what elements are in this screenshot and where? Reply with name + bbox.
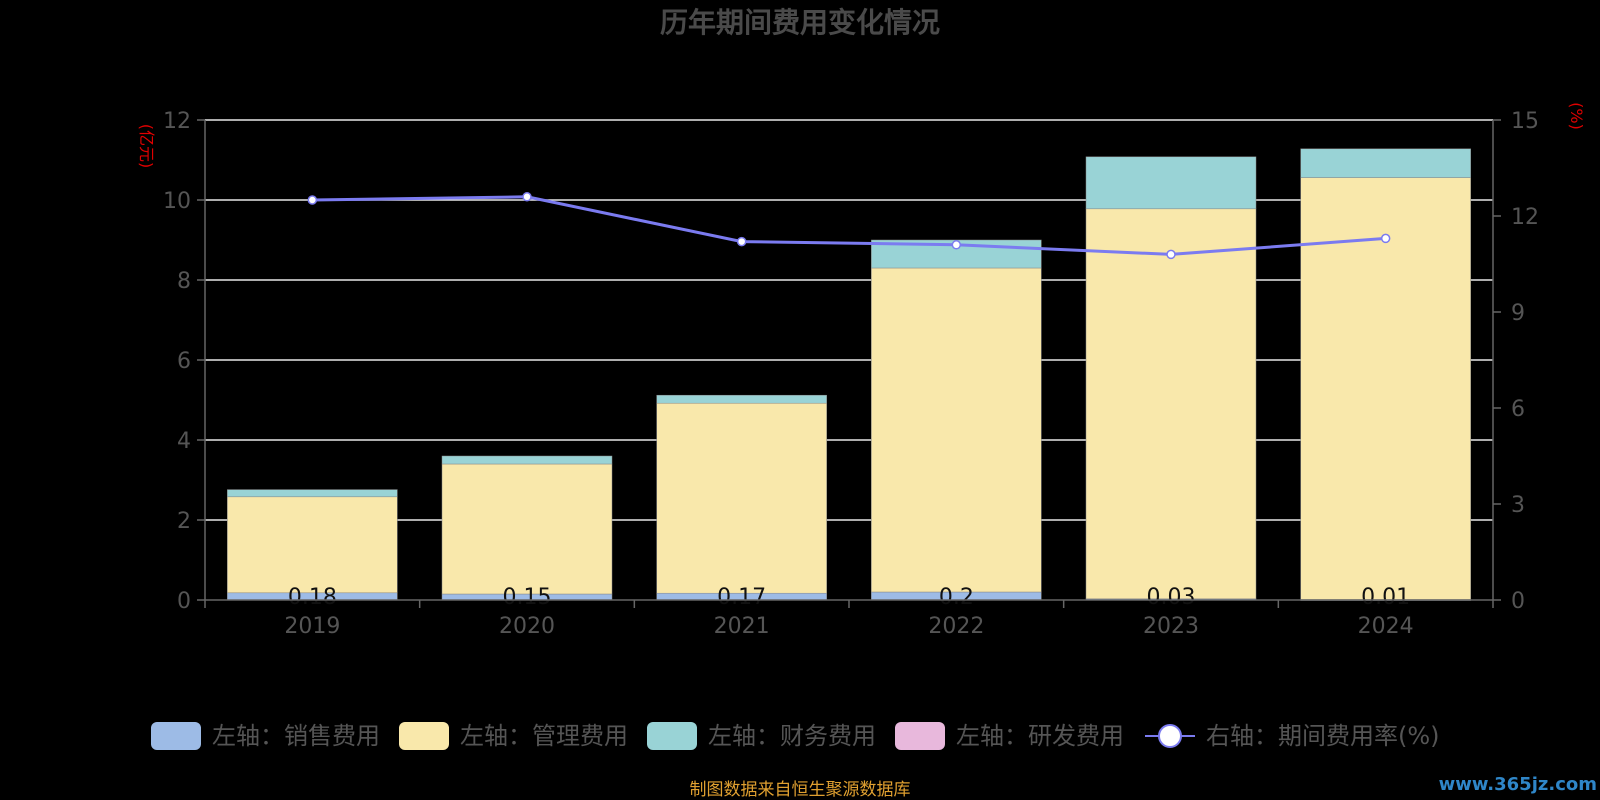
left-tick-label: 2 (177, 509, 191, 534)
legend-swatch-marker (1158, 724, 1182, 748)
bar-data-label: 0.18 (288, 585, 337, 610)
bar-segment-2021-1 (656, 402, 827, 594)
rate-point-2021 (736, 236, 747, 247)
right-tick-label: 12 (1511, 205, 1539, 230)
bar-data-label: 0.03 (1147, 585, 1196, 610)
rate-point-2023 (1166, 249, 1176, 260)
right-tick-label: 3 (1511, 493, 1525, 518)
right-tick-label: 9 (1511, 301, 1525, 326)
bars: 0.18 0.15 0.17 0.2 0.03 0.01 (227, 148, 1471, 610)
bar-data-label: 0.2 (939, 585, 974, 610)
bar-data-label: 0.15 (503, 585, 552, 610)
bar-segment-2019-2 (227, 489, 398, 498)
x-tick-label: 2022 (928, 614, 984, 639)
legend-label: 左轴：销售费用 (212, 722, 380, 750)
legend-label: 右轴：期间费用率(%) (1206, 722, 1440, 750)
legend-swatch (895, 722, 945, 750)
chart-title: 历年期间费用变化情况 (660, 6, 940, 39)
legend-swatch (151, 722, 201, 750)
rate-point-2024 (1380, 233, 1391, 244)
left-tick-label: 8 (177, 269, 191, 294)
rate-point-2019 (307, 195, 318, 205)
right-tick-label: 15 (1511, 109, 1539, 134)
x-tick-label: 2024 (1358, 614, 1414, 639)
axes: 0 2 4 6 8 10 12 0 3 6 9 12 15 2019 2020 2021 2022 2023 202… (163, 109, 1539, 639)
legend-swatch (399, 722, 449, 750)
rate-point-2020 (522, 192, 532, 202)
rate-line-path (312, 195, 1386, 256)
watermark: www.365jz.com (1439, 774, 1597, 795)
legend-label: 左轴：研发费用 (956, 722, 1124, 750)
left-tick-label: 0 (177, 589, 191, 614)
left-tick-label: 6 (177, 349, 191, 374)
data-source-note: 制图数据来自恒生聚源数据库 (690, 780, 911, 800)
bar-data-label: 0.17 (717, 585, 766, 610)
legend-label: 左轴：管理费用 (460, 722, 628, 750)
rate-point-2022 (951, 240, 962, 250)
legend-label: 左轴：财务费用 (708, 722, 876, 750)
bar-segment-2023-2 (1085, 156, 1257, 210)
x-tick-label: 2019 (284, 614, 340, 639)
gridlines (205, 119, 1493, 521)
bar-segment-2020-1 (441, 463, 613, 595)
right-axis-unit: (%) (1567, 102, 1586, 130)
x-tick-label: 2020 (499, 614, 555, 639)
left-tick-label: 12 (163, 109, 191, 134)
rate-line (307, 192, 1391, 260)
x-tick-label: 2023 (1143, 614, 1199, 639)
bar-segment-2023-1 (1085, 208, 1257, 600)
legend-swatch (647, 722, 697, 750)
x-tick-label: 2021 (714, 614, 770, 639)
bar-data-label: 0.01 (1361, 585, 1410, 610)
bar-segment-2021-2 (656, 394, 827, 404)
bar-segment-2019-1 (227, 496, 398, 594)
left-axis-unit: (亿元) (137, 124, 156, 169)
bar-segment-2020-2 (441, 455, 613, 465)
bar-segment-2024-2 (1300, 148, 1471, 178)
legend: 左轴：销售费用 左轴：管理费用 左轴：财务费用 左轴：研发费用 右轴：期间费用率(%) (151, 722, 1440, 750)
left-tick-label: 10 (163, 189, 191, 214)
right-tick-label: 6 (1511, 397, 1525, 422)
left-tick-label: 4 (177, 429, 191, 454)
bar-segment-2022-1 (871, 267, 1042, 593)
right-tick-label: 0 (1511, 589, 1525, 614)
